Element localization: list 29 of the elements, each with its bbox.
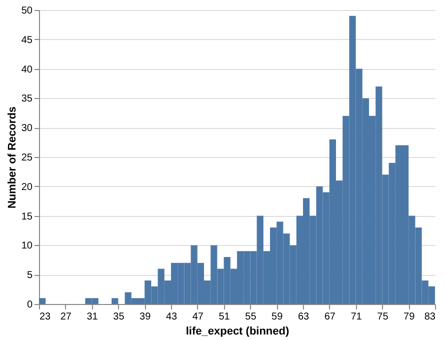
x-tick-label: 51 <box>218 312 230 322</box>
x-tick-label: 47 <box>192 312 204 322</box>
x-tick-label: 43 <box>166 312 178 322</box>
y-tick-label: 40 <box>21 64 33 76</box>
x-tick-label: 59 <box>272 312 284 322</box>
y-tick-label: 50 <box>21 6 33 16</box>
y-tick-label: 10 <box>21 240 33 252</box>
x-tick-label: 31 <box>86 312 98 322</box>
x-tick-label: 67 <box>324 312 336 322</box>
x-tick-label: 35 <box>113 312 125 322</box>
y-tick-label: 15 <box>21 211 33 222</box>
x-tick-label: 71 <box>350 312 362 322</box>
y-tick-label: 0 <box>26 300 33 310</box>
x-tick-label: 63 <box>298 312 310 322</box>
y-tick-label: 20 <box>21 182 33 193</box>
x-tick-label: 27 <box>60 312 72 322</box>
y-tick-label: 5 <box>26 270 33 282</box>
x-tick-label: 23 <box>40 312 52 322</box>
x-tick-label: 55 <box>245 312 257 322</box>
y-tick-label: 45 <box>21 34 33 46</box>
y-tick-label: 25 <box>21 152 33 164</box>
x-tick-label: 83 <box>424 312 436 322</box>
x-tick-label: 75 <box>377 312 389 322</box>
x-axis-title: life_expect (binned) <box>186 326 290 338</box>
y-tick-label: 30 <box>21 123 33 134</box>
x-tick-label: 39 <box>140 312 152 322</box>
x-tick-label: 79 <box>404 312 416 322</box>
y-tick-label: 35 <box>21 94 33 105</box>
y-axis-title: Number of Records <box>6 106 18 209</box>
